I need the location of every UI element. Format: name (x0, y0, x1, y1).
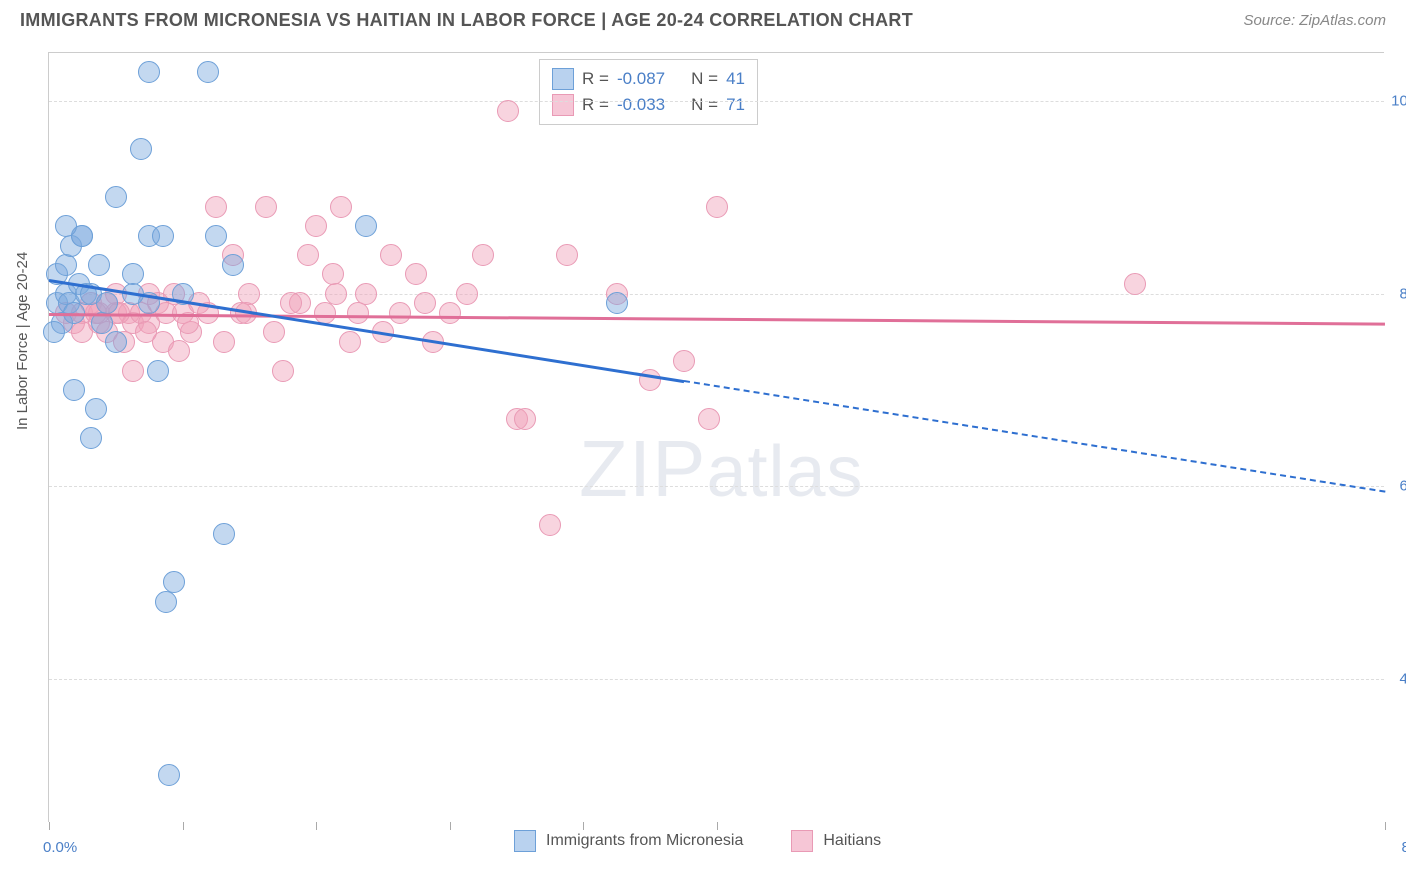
legend-label-series1: Immigrants from Micronesia (546, 832, 743, 850)
x-axis-max-label: 80.0% (1401, 839, 1406, 856)
data-point (63, 379, 85, 401)
data-point (96, 292, 118, 314)
data-point (698, 408, 720, 430)
x-axis-min-label: 0.0% (43, 839, 77, 856)
data-point (456, 283, 478, 305)
data-point (497, 100, 519, 122)
data-point (255, 196, 277, 218)
legend-row-series1: R = -0.087 N = 41 (552, 66, 745, 92)
data-point (347, 302, 369, 324)
trend-line-extrapolated (683, 380, 1385, 493)
data-point (606, 292, 628, 314)
data-point (1124, 273, 1146, 295)
x-tick (717, 822, 718, 830)
data-point (80, 427, 102, 449)
legend-swatch-series2 (552, 94, 574, 116)
data-point (280, 292, 302, 314)
data-point (43, 321, 65, 343)
legend-label-series2: Haitians (823, 832, 881, 850)
data-point (147, 360, 169, 382)
data-point (105, 331, 127, 353)
data-point (380, 244, 402, 266)
data-point (158, 764, 180, 786)
data-point (673, 350, 695, 372)
data-point (355, 283, 377, 305)
x-tick (583, 822, 584, 830)
data-point (389, 302, 411, 324)
data-point (205, 225, 227, 247)
data-point (135, 321, 157, 343)
data-point (105, 186, 127, 208)
y-tick-label: 80.0% (1399, 285, 1406, 302)
data-point (472, 244, 494, 266)
n-value-series2: 71 (726, 95, 745, 115)
y-tick-label: 60.0% (1399, 478, 1406, 495)
data-point (514, 408, 536, 430)
data-point (130, 138, 152, 160)
legend-swatch-bottom-2 (791, 830, 813, 852)
n-value-series1: 41 (726, 69, 745, 89)
chart-title: IMMIGRANTS FROM MICRONESIA VS HAITIAN IN… (20, 10, 913, 31)
x-tick (316, 822, 317, 830)
legend-swatch-series1 (552, 68, 574, 90)
data-point (155, 591, 177, 613)
data-point (297, 244, 319, 266)
data-point (55, 254, 77, 276)
legend-row-series2: R = -0.033 N = 71 (552, 92, 745, 118)
x-tick (1385, 822, 1386, 830)
gridline (49, 679, 1384, 680)
n-label: N = (691, 95, 718, 115)
data-point (330, 196, 352, 218)
data-point (85, 398, 107, 420)
correlation-legend: R = -0.087 N = 41 R = -0.033 N = 71 (539, 59, 758, 125)
n-label: N = (691, 69, 718, 89)
data-point (439, 302, 461, 324)
data-point (556, 244, 578, 266)
y-tick-label: 100.0% (1391, 93, 1406, 110)
data-point (314, 302, 336, 324)
x-tick (450, 822, 451, 830)
chart-plot-area: ZIPatlas R = -0.087 N = 41 R = -0.033 N … (48, 52, 1384, 822)
data-point (305, 215, 327, 237)
data-point (706, 196, 728, 218)
r-value-series2: -0.033 (617, 95, 665, 115)
data-point (539, 514, 561, 536)
gridline (49, 101, 1384, 102)
series-legend: Immigrants from Micronesia Haitians (514, 830, 881, 852)
source-label: Source: ZipAtlas.com (1243, 12, 1386, 29)
x-tick (183, 822, 184, 830)
data-point (405, 263, 427, 285)
r-label: R = (582, 95, 609, 115)
data-point (168, 340, 190, 362)
data-point (122, 360, 144, 382)
data-point (213, 523, 235, 545)
data-point (152, 225, 174, 247)
data-point (339, 331, 361, 353)
data-point (272, 360, 294, 382)
y-tick-label: 40.0% (1399, 670, 1406, 687)
x-tick (49, 822, 50, 830)
data-point (55, 215, 77, 237)
gridline (49, 486, 1384, 487)
data-point (88, 254, 110, 276)
data-point (163, 571, 185, 593)
data-point (205, 196, 227, 218)
r-value-series1: -0.087 (617, 69, 665, 89)
r-label: R = (582, 69, 609, 89)
data-point (325, 283, 347, 305)
data-point (414, 292, 436, 314)
data-point (238, 283, 260, 305)
legend-swatch-bottom-1 (514, 830, 536, 852)
watermark-text: ZIPatlas (579, 423, 864, 515)
data-point (138, 61, 160, 83)
data-point (263, 321, 285, 343)
data-point (222, 254, 244, 276)
data-point (213, 331, 235, 353)
data-point (197, 61, 219, 83)
y-axis-label: In Labor Force | Age 20-24 (14, 252, 31, 430)
data-point (355, 215, 377, 237)
